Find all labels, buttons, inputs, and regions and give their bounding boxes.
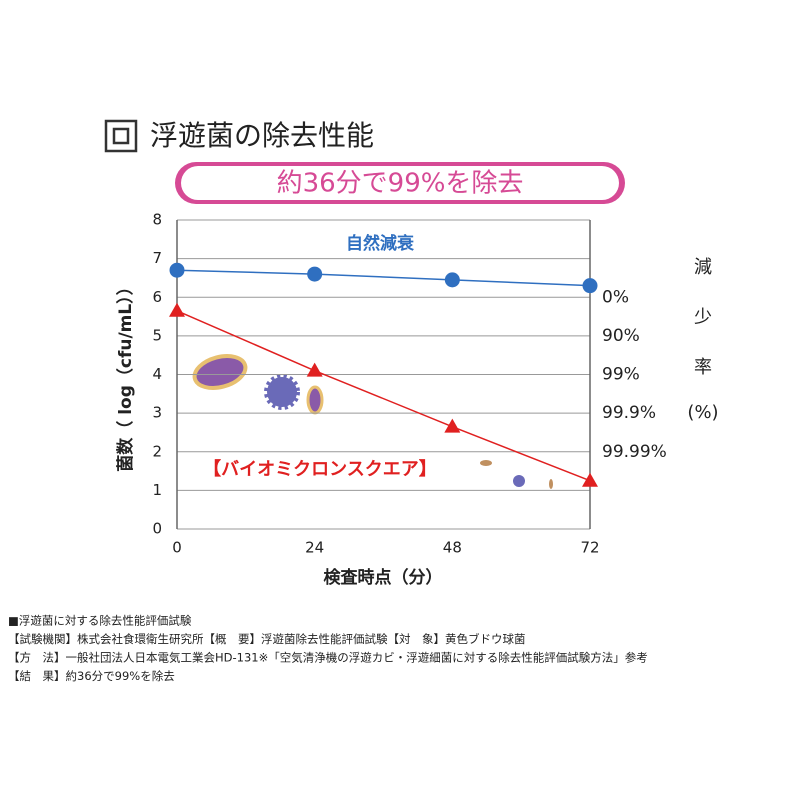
microbe [480,460,492,466]
microbe [264,374,300,410]
y-axis-label: 菌数（ log（cfu/mL）） [115,278,136,471]
series-line [176,269,591,287]
subtitle-pill-inner [181,166,619,200]
footnote: ■浮遊菌に対する除去性能評価試験 [8,614,192,628]
point [582,278,598,294]
y2-axis-label: (%) [687,402,718,423]
y-tick-label: 2 [152,442,162,460]
microbe [549,479,553,489]
y2-axis-label: 少 [694,307,712,328]
footnote: 【試験機関】株式会社食環衛生研究所【概 要】浮遊菌除去性能評価試験【対 象】黄色… [8,632,526,646]
y2-tick-label: 99% [602,365,640,385]
point [444,418,461,433]
x-tick-label: 72 [580,539,599,557]
series-label: 【バイオミクロンスクエア】 [203,459,437,480]
y-tick-label: 8 [152,211,162,229]
title-icon [104,119,138,153]
x-tick-label: 24 [305,539,324,557]
series-label: 自然減衰 [346,233,415,254]
microbe [306,385,324,415]
chart-title: 浮遊菌の除去性能 [150,119,374,152]
point [169,262,185,278]
y2-tick-label: 99.9% [602,403,656,423]
footnote: 【結 果】約36分で99%を除去 [8,669,175,683]
y-tick-label: 0 [152,520,162,538]
y-tick-label: 4 [152,365,162,383]
y2-tick-label: 90% [602,326,640,346]
y2-axis-label: 率 [694,357,712,378]
chart-subtitle: 約36分で99%を除去 [277,169,524,199]
x-tick-label: 48 [443,539,462,557]
series-line [176,310,591,482]
microbe [192,354,248,390]
point [306,362,323,377]
y-tick-label: 5 [152,326,162,344]
microbe [513,475,525,487]
y-tick-label: 6 [152,288,162,306]
x-tick-label: 0 [172,539,182,557]
y2-tick-label: 99.99% [602,442,667,462]
y-tick-label: 1 [152,481,162,499]
y-tick-label: 7 [152,249,162,267]
y2-tick-label: 0% [602,287,629,307]
footnote: 【方 法】一般社団法人日本電気工業会HD-131※「空気清浄機の浮遊カビ・浮遊細… [8,651,648,665]
x-axis-label: 検査時点（分） [324,567,443,588]
title-icon-inner [112,127,130,145]
point [307,266,323,282]
point [169,302,185,317]
point [444,272,460,288]
point [582,472,598,487]
y-tick-label: 3 [152,404,162,422]
y2-axis-label: 減 [694,257,712,278]
